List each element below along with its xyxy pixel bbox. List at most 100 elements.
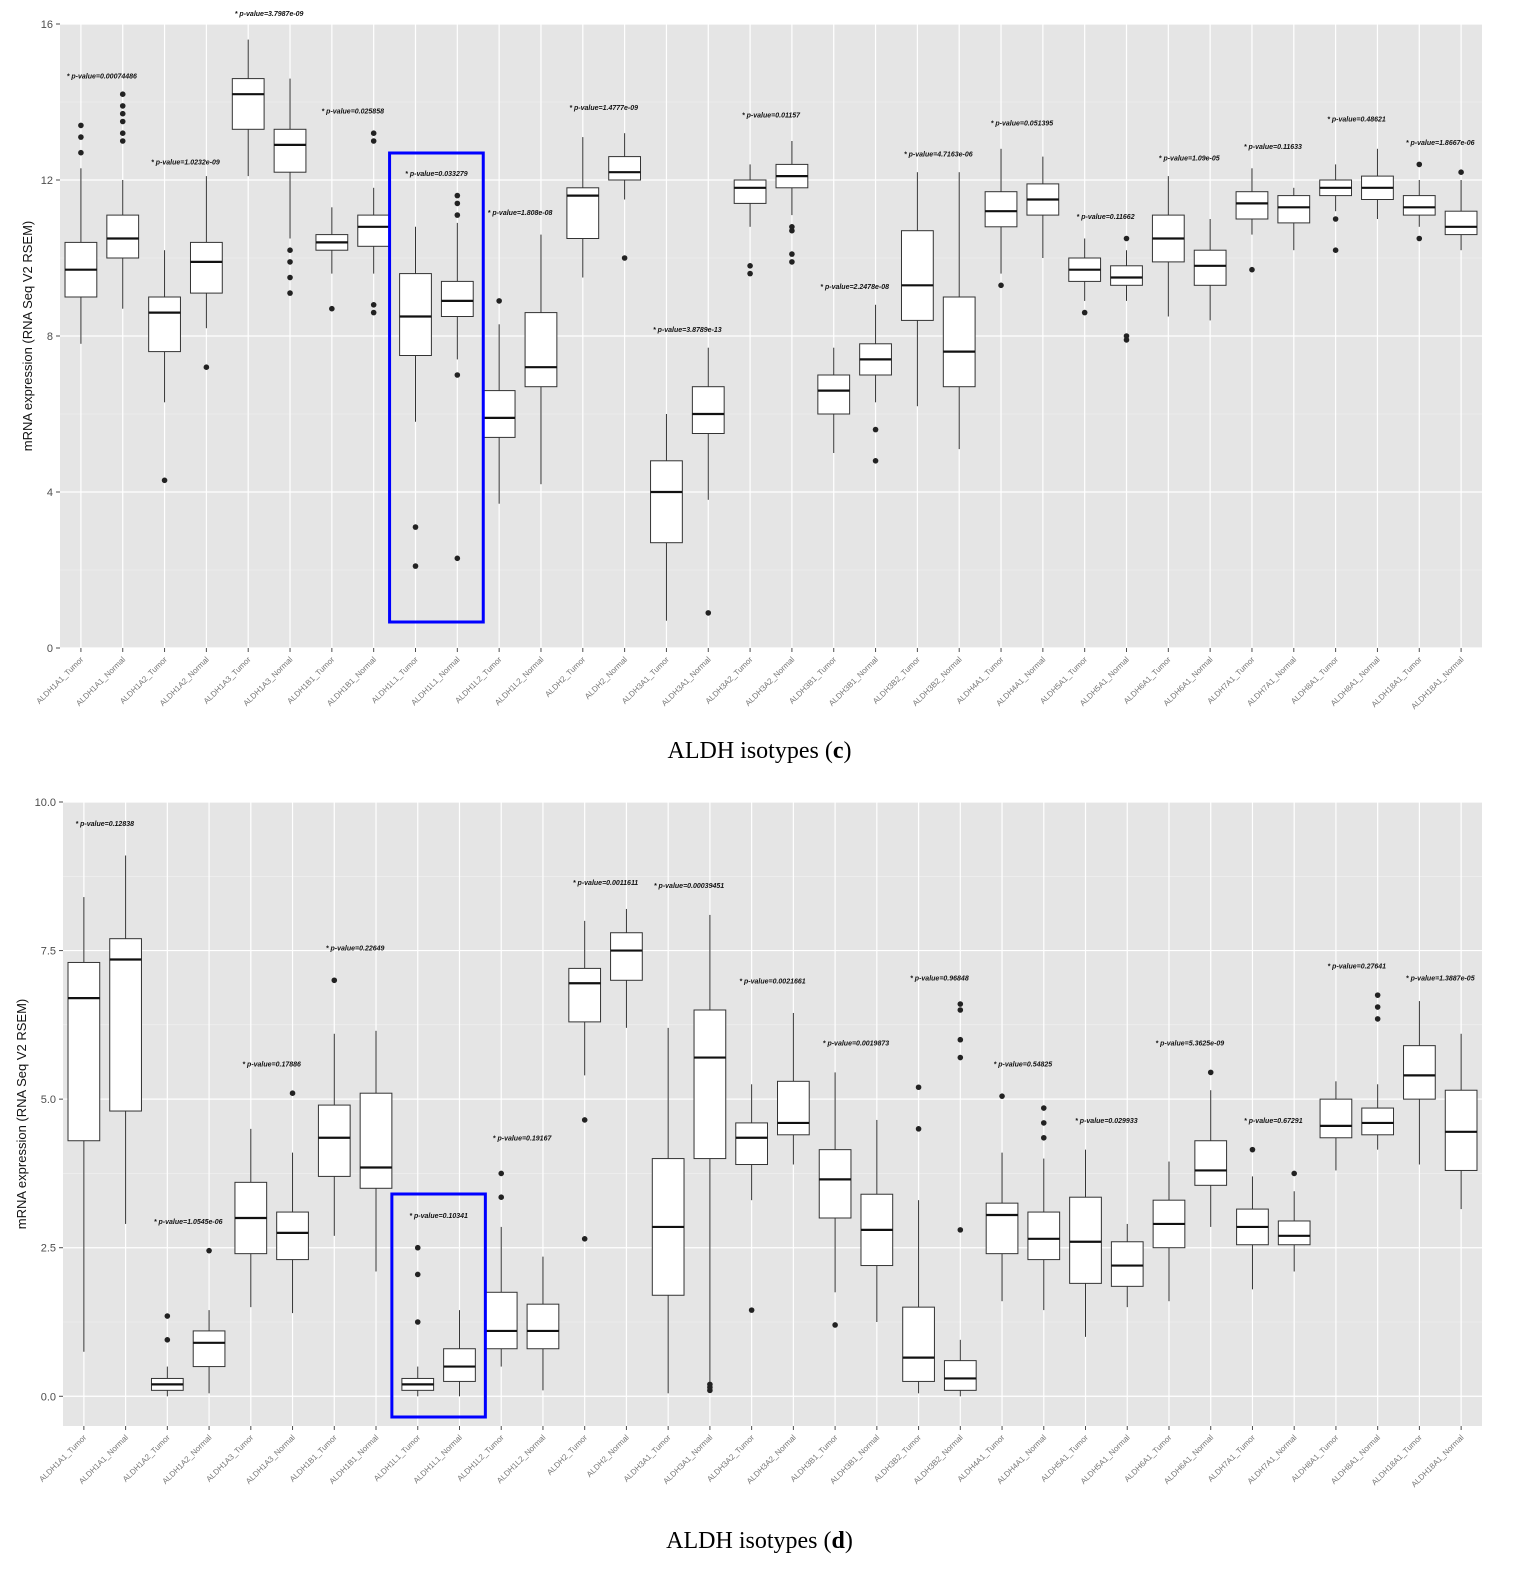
outlier-point xyxy=(164,1337,171,1343)
box-iqr xyxy=(608,156,642,181)
outlier-point xyxy=(119,138,126,144)
box-ALDH18A1_Normal xyxy=(1444,1033,1478,1210)
box-iqr xyxy=(1194,1140,1228,1186)
p-value-annotation: * p-value=0.0019873 xyxy=(823,1041,889,1048)
outlier-point xyxy=(164,1313,171,1319)
outlier-point xyxy=(1291,1170,1297,1177)
box-ALDH1A3_Normal xyxy=(276,1090,309,1314)
outlier-point xyxy=(412,563,419,569)
outlier-point xyxy=(454,212,461,218)
p-value-annotation: * p-value=0.0011611 xyxy=(573,880,638,887)
outlier-point xyxy=(998,282,1004,289)
box-iqr xyxy=(691,386,725,435)
box-ALDH3B1_Tumor xyxy=(818,1072,852,1328)
box-ALDH5A1_Tumor xyxy=(1068,238,1102,316)
outlier-point xyxy=(498,1170,505,1177)
box-ALDH1L1_Normal xyxy=(440,192,474,562)
x-tick-label: ALDH2_Tumor xyxy=(545,1433,589,1477)
outlier-point xyxy=(707,1381,713,1388)
outlier-point xyxy=(1332,247,1339,253)
box-ALDH8A1_Normal xyxy=(1361,148,1394,219)
caption-c-letter: c xyxy=(832,738,844,764)
box-ALDH1A2_Normal xyxy=(192,1247,226,1394)
outlier-point xyxy=(414,1319,421,1325)
outlier-point xyxy=(414,1271,421,1278)
box-ALDH1A1_Normal xyxy=(109,855,142,1224)
outlier-point xyxy=(161,477,168,484)
outlier-point xyxy=(957,1036,964,1043)
p-value-annotation: * p-value=0.96848 xyxy=(910,975,969,982)
boxplot-chart-c: 0 4 8 12 16 mRNA expression (RNA Seq V2 RSEM)… xyxy=(20,11,1482,711)
box-iqr xyxy=(1277,1220,1311,1246)
box-ALDH8A1_Tumor xyxy=(1319,164,1353,253)
box-ALDH3A2_Tumor xyxy=(733,164,767,277)
outlier-point xyxy=(1040,1134,1047,1141)
box-ALDH1A2_Normal xyxy=(189,176,223,371)
outlier-point xyxy=(957,1007,964,1013)
outlier-point xyxy=(1332,216,1339,222)
y-tick-label: 7.5 xyxy=(41,946,56,958)
box-ALDH7A1_Tumor xyxy=(1236,1146,1269,1290)
highlight-box-aldh1l1 xyxy=(390,1192,487,1419)
box-ALDH3A2_Normal xyxy=(775,141,809,265)
p-value-annotation: * p-value=5.3625e-09 xyxy=(1156,1041,1225,1048)
box-ALDH18A1_Tumor xyxy=(1402,161,1436,242)
box-ALDH5A1_Normal xyxy=(1110,1223,1144,1308)
y-tick-label: 10.0 xyxy=(35,797,56,809)
box-iqr xyxy=(1235,191,1269,220)
box-ALDH1A1_Tumor xyxy=(67,897,101,1352)
outlier-point xyxy=(747,263,753,269)
boxplot-chart-d: 0.0 2.5 5.0 7.5 10.0 mRNA expression (RNA Seq… xyxy=(14,797,1482,1489)
p-value-annotation: * p-value=0.01157 xyxy=(742,113,801,120)
outlier-point xyxy=(370,138,377,144)
p-value-annotation: * p-value=0.00074486 xyxy=(67,74,137,81)
box-iqr xyxy=(1361,1107,1395,1136)
box-ALDH3A1_Normal xyxy=(693,914,727,1394)
box-ALDH4A1_Normal xyxy=(1027,1105,1061,1311)
box-iqr xyxy=(650,460,683,544)
box-ALDH7A1_Normal xyxy=(1277,1170,1311,1272)
box-ALDH1B1_Normal xyxy=(357,130,391,316)
outlier-point xyxy=(1249,1146,1256,1153)
outlier-point xyxy=(1123,235,1130,242)
box-ALDH1L2_Normal xyxy=(526,1256,560,1391)
outlier-point xyxy=(287,247,293,253)
outlier-point xyxy=(289,1090,296,1096)
outlier-point xyxy=(119,118,126,125)
outlier-point xyxy=(370,130,377,136)
p-value-annotation: * p-value=0.10341 xyxy=(409,1213,468,1220)
outlier-point xyxy=(329,305,335,312)
box-iqr xyxy=(440,280,474,317)
box-iqr xyxy=(733,179,767,204)
y-tick-label: 8 xyxy=(47,331,53,343)
outlier-point xyxy=(412,524,419,530)
outlier-point xyxy=(119,91,126,97)
box-iqr xyxy=(231,78,265,130)
outlier-point xyxy=(414,1244,421,1251)
outlier-point xyxy=(1123,337,1130,343)
box-ALDH1B1_Tumor xyxy=(317,977,351,1236)
y-axis-label: mRNA expression (RNA Seq V2 RSEM) xyxy=(14,999,29,1229)
p-value-annotation: * p-value=0.17886 xyxy=(242,1061,301,1068)
box-ALDH2_Tumor xyxy=(568,920,602,1242)
box-iqr xyxy=(984,191,1018,228)
outlier-point xyxy=(454,192,461,199)
box-iqr xyxy=(1027,1211,1061,1261)
p-value-annotation: * p-value=4.7163e-06 xyxy=(904,152,973,159)
box-iqr xyxy=(443,1348,476,1382)
gridlines xyxy=(63,801,1482,1426)
y-axis-label: mRNA expression (RNA Seq V2 RSEM) xyxy=(20,221,35,451)
outlier-point xyxy=(498,1194,505,1200)
outlier-point xyxy=(1249,266,1255,273)
box-ALDH3A1_Tumor xyxy=(651,1027,685,1394)
box-iqr xyxy=(943,1360,977,1391)
box-ALDH18A1_Tumor xyxy=(1403,1001,1436,1165)
outlier-point xyxy=(370,309,377,316)
box-iqr xyxy=(777,1080,810,1136)
outlier-point xyxy=(1081,309,1088,316)
box-ALDH6A1_Tumor xyxy=(1151,176,1185,317)
outlier-point xyxy=(581,1117,588,1123)
p-value-annotation: * p-value=0.27641 xyxy=(1328,963,1387,970)
p-value-annotation: * p-value=0.033279 xyxy=(405,171,468,178)
outlier-point xyxy=(957,1227,964,1233)
